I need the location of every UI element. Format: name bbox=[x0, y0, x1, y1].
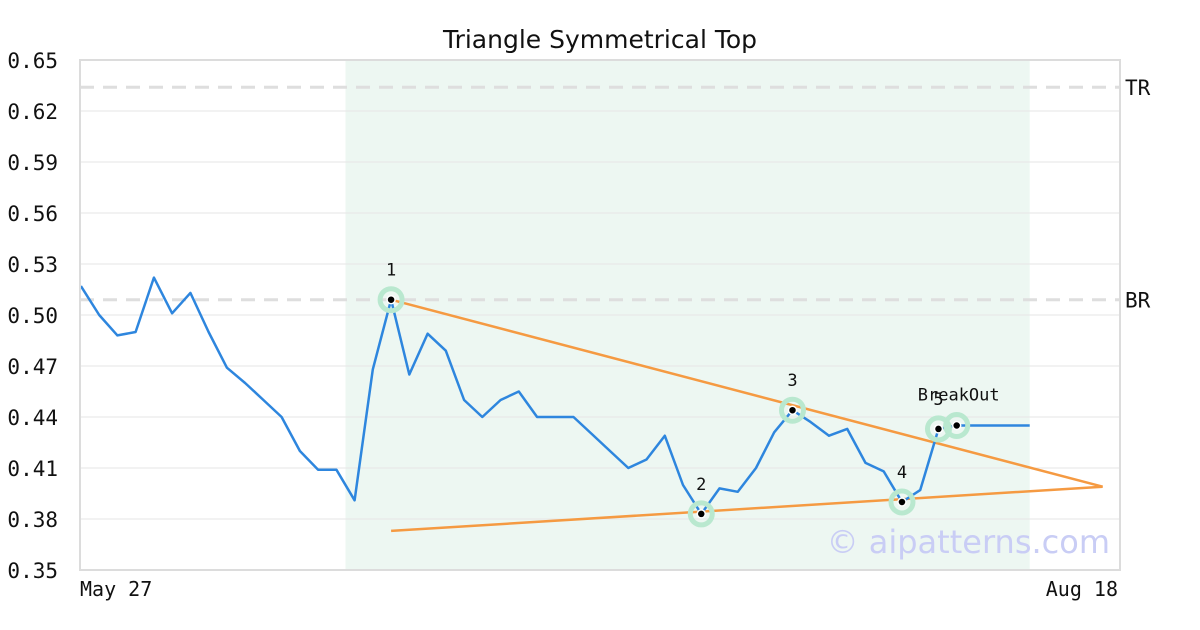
level-label-tr: TR bbox=[1125, 76, 1151, 100]
y-tick-label: 0.65 bbox=[7, 49, 58, 73]
pattern-point-label-2: 2 bbox=[696, 475, 706, 495]
y-tick-label: 0.44 bbox=[7, 406, 58, 430]
y-tick-label: 0.41 bbox=[7, 457, 58, 481]
level-lines-layer: TR BR bbox=[80, 76, 1151, 313]
breakout-annotation: BreakOut bbox=[918, 386, 1000, 406]
x-tick-end: Aug 18 bbox=[1046, 577, 1118, 601]
pattern-point-marker bbox=[787, 405, 798, 415]
trendlines-layer bbox=[390, 298, 1103, 533]
pattern-point-marker bbox=[933, 424, 944, 434]
y-tick-label: 0.38 bbox=[7, 508, 58, 532]
pattern-point-halo bbox=[943, 412, 971, 439]
x-tick-start: May 27 bbox=[80, 577, 152, 601]
y-tick-label: 0.56 bbox=[7, 202, 58, 226]
y-tick-label: 0.62 bbox=[7, 100, 58, 124]
level-label-br: BR bbox=[1125, 289, 1151, 313]
pattern-point-marker bbox=[951, 420, 962, 431]
pattern-point-halo bbox=[377, 286, 405, 314]
y-tick-label: 0.50 bbox=[7, 304, 58, 328]
y-tick-label: 0.59 bbox=[7, 151, 58, 175]
trendline-upper bbox=[390, 298, 1103, 488]
chart-title: Triangle Symmetrical Top bbox=[442, 25, 757, 54]
price-series-layer bbox=[79, 276, 1030, 516]
y-axis-ticks: 0.65 0.62 0.59 0.56 0.53 0.50 0.47 0.44 0.41 0.38… bbox=[7, 49, 58, 583]
y-tick-label: 0.35 bbox=[7, 559, 58, 583]
y-tick-label: 0.47 bbox=[7, 355, 58, 379]
pattern-point-halo bbox=[778, 396, 806, 424]
pattern-point-marker bbox=[696, 509, 707, 519]
price-line bbox=[79, 276, 1030, 516]
pattern-point-label-4: 4 bbox=[897, 463, 907, 483]
y-tick-label: 0.53 bbox=[7, 253, 58, 277]
pattern-point-marker bbox=[897, 497, 907, 507]
pattern-point-label-3: 3 bbox=[787, 371, 797, 391]
pattern-points-layer: 1 2 3 4 5 bbox=[377, 261, 971, 528]
x-axis-ticks: May 27 Aug 18 bbox=[80, 577, 1118, 601]
pattern-point-marker bbox=[386, 294, 396, 305]
watermark-text: © aipatterns.com bbox=[827, 523, 1110, 561]
trendline-lower bbox=[391, 485, 1103, 533]
pattern-point-label-1: 1 bbox=[386, 261, 396, 281]
plot-area-frame bbox=[79, 59, 1121, 571]
pattern-point-halo bbox=[924, 415, 952, 443]
pattern-point-halo bbox=[888, 488, 916, 516]
pattern-point-halo bbox=[687, 500, 715, 528]
annotations-layer: BreakOut bbox=[918, 386, 1000, 406]
pattern-point-label-5: 5 bbox=[933, 390, 943, 410]
